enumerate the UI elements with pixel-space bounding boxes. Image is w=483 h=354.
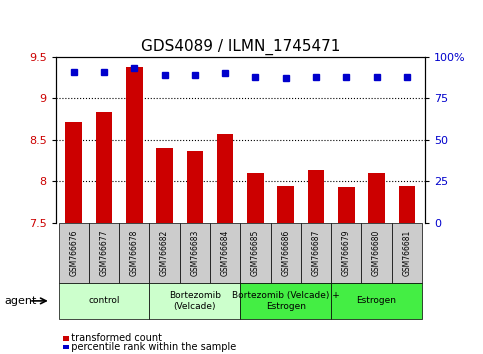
Bar — [126, 67, 142, 223]
Bar — [119, 223, 149, 283]
Bar — [277, 187, 294, 223]
Bar — [149, 223, 180, 283]
Bar — [241, 283, 331, 319]
Bar — [338, 187, 355, 223]
Bar — [241, 223, 270, 283]
Text: GSM766682: GSM766682 — [160, 230, 169, 276]
Bar — [63, 336, 69, 341]
Text: GSM766680: GSM766680 — [372, 230, 381, 276]
Text: GSM766677: GSM766677 — [99, 230, 109, 276]
Bar — [398, 187, 415, 223]
Title: GDS4089 / ILMN_1745471: GDS4089 / ILMN_1745471 — [141, 39, 340, 55]
Bar — [331, 283, 422, 319]
Bar — [247, 173, 264, 223]
Text: GSM766681: GSM766681 — [402, 230, 412, 276]
Bar — [58, 283, 149, 319]
Bar — [308, 170, 325, 223]
Text: GSM766676: GSM766676 — [69, 230, 78, 276]
Bar — [301, 223, 331, 283]
Text: percentile rank within the sample: percentile rank within the sample — [65, 342, 237, 352]
Text: GSM766683: GSM766683 — [190, 230, 199, 276]
Text: GSM766678: GSM766678 — [130, 230, 139, 276]
Text: Bortezomib
(Velcade): Bortezomib (Velcade) — [169, 291, 221, 310]
Text: GSM766684: GSM766684 — [221, 230, 229, 276]
Bar — [217, 134, 233, 223]
Bar — [392, 223, 422, 283]
Bar — [331, 223, 361, 283]
Bar — [156, 148, 173, 223]
Text: transformed count: transformed count — [65, 333, 162, 343]
Bar — [63, 345, 69, 349]
Text: GSM766685: GSM766685 — [251, 230, 260, 276]
Bar — [96, 112, 113, 223]
Text: GSM766679: GSM766679 — [342, 230, 351, 276]
Text: Estrogen: Estrogen — [356, 296, 397, 306]
Text: Bortezomib (Velcade) +
Estrogen: Bortezomib (Velcade) + Estrogen — [232, 291, 340, 310]
Bar — [361, 223, 392, 283]
Bar — [180, 223, 210, 283]
Bar — [186, 152, 203, 223]
Bar — [89, 223, 119, 283]
Text: GSM766686: GSM766686 — [281, 230, 290, 276]
Text: GSM766687: GSM766687 — [312, 230, 321, 276]
Text: agent: agent — [5, 296, 37, 306]
Bar — [58, 223, 89, 283]
Bar — [149, 283, 241, 319]
Bar — [210, 223, 241, 283]
Bar — [368, 173, 385, 223]
Bar — [65, 121, 82, 223]
Bar — [270, 223, 301, 283]
Text: control: control — [88, 296, 120, 306]
